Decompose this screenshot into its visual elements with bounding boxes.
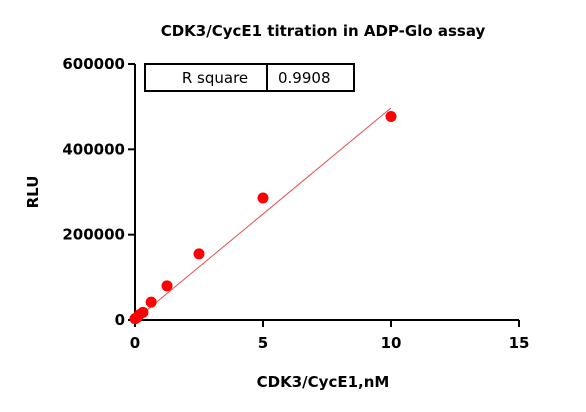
data-point bbox=[193, 248, 205, 260]
fit-line-layer bbox=[134, 107, 392, 321]
x-tick-label: 0 bbox=[130, 334, 140, 352]
data-point bbox=[137, 306, 149, 318]
r-square-table: R square 0.9908 bbox=[144, 63, 355, 92]
y-tick-label: 0 bbox=[115, 311, 125, 329]
data-point bbox=[145, 296, 157, 308]
x-axis-title: CDK3/CycE1,nM bbox=[257, 373, 390, 391]
x-tick-label: 10 bbox=[381, 334, 402, 352]
r-square-table-border bbox=[144, 63, 355, 92]
x-tick-label: 15 bbox=[509, 334, 530, 352]
r-square-value: 0.9908 bbox=[278, 69, 331, 87]
y-tick-label: 200000 bbox=[62, 226, 125, 244]
chart-title: CDK3/CycE1 titration in ADP-Glo assay bbox=[161, 22, 486, 40]
y-tick-label: 400000 bbox=[62, 140, 125, 158]
y-axis-title: RLU bbox=[24, 176, 42, 209]
data-point bbox=[385, 110, 397, 122]
x-tick-label: 5 bbox=[258, 334, 268, 352]
fit-line bbox=[134, 107, 392, 321]
data-point bbox=[161, 280, 173, 292]
r-square-label: R square bbox=[182, 69, 248, 87]
x-axis-ticks: 0 5 10 15 bbox=[130, 320, 530, 352]
data-point bbox=[257, 192, 269, 204]
y-axis-ticks: 0 200000 400000 600000 bbox=[62, 55, 135, 329]
y-tick-label: 600000 bbox=[62, 55, 125, 73]
data-points bbox=[129, 110, 397, 325]
